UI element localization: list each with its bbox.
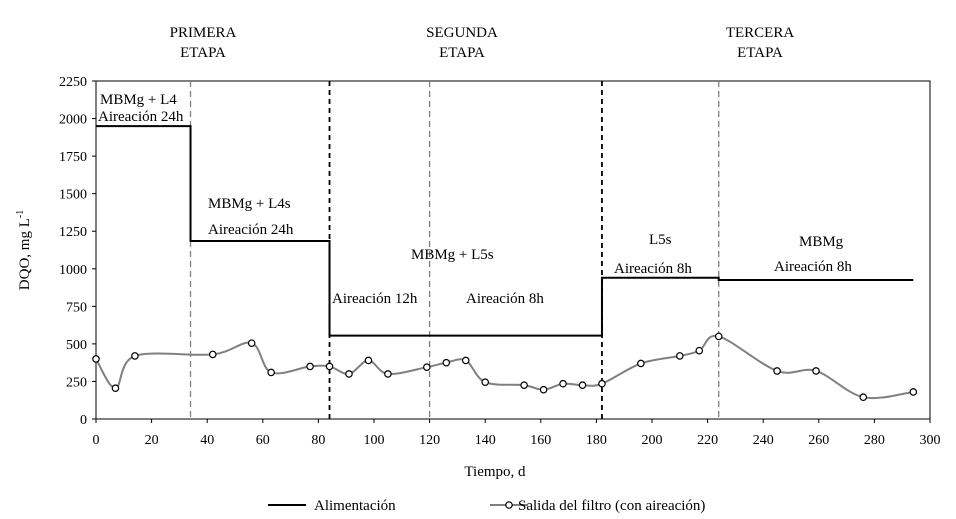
output-point-2 [111, 384, 120, 393]
legend: Alimentación Salida del filtro (con aire… [268, 498, 705, 514]
x-tick-label-220: 220 [697, 433, 718, 448]
x-tick-label-80: 80 [311, 433, 325, 448]
y-tick-label-1250: 1250 [59, 225, 87, 240]
stage-2-line1: SEGUNDA [426, 25, 498, 41]
stage-1-line1: PRIMERA [170, 25, 237, 41]
x-axis-label: Tiempo, d [464, 464, 526, 480]
annotation-aireacion-8h-2: Aireación 8h [614, 261, 692, 277]
y-tick-label-500: 500 [66, 338, 87, 353]
legend-output-label: Salida del filtro (con aireación) [518, 498, 705, 514]
feed-line [96, 125, 914, 337]
output-point-22 [675, 352, 684, 360]
x-tick-label-160: 160 [530, 433, 551, 448]
x-tick-label-140: 140 [475, 433, 496, 448]
x-tick-label-200: 200 [642, 433, 663, 448]
annotation-aireacion-24h-2: Aireación 24h [208, 222, 294, 238]
y-tick-label-1500: 1500 [59, 188, 87, 203]
y-tick-label-2000: 2000 [59, 113, 87, 128]
output-line [95, 334, 914, 400]
stage-3-line2: ETAPA [737, 45, 783, 61]
y-tick-label-1750: 1750 [59, 150, 87, 165]
output-point-23 [695, 346, 704, 355]
stage-2-line2: ETAPA [439, 45, 485, 61]
output-point-20 [598, 379, 606, 388]
y-tick-label-2250: 2250 [59, 75, 87, 90]
output-point-17 [539, 385, 548, 394]
output-point-4 [208, 350, 217, 359]
output-point-14 [461, 356, 470, 365]
output-point-10 [364, 356, 373, 365]
output-point-25 [773, 367, 781, 375]
output-point-6 [267, 368, 275, 377]
output-point-3 [131, 352, 139, 360]
stage-3-line1: TERCERA [726, 25, 795, 41]
x-axis-ticks: 0 20 40 60 80 100 120 140 160 180 200 220 240 260 280 3… [93, 419, 941, 448]
annotation-aireacion-8h-1: Aireación 8h [466, 291, 544, 307]
output-point-18 [559, 379, 567, 388]
output-point-15 [481, 378, 490, 386]
y-tick-label-250: 250 [66, 375, 87, 390]
output-point-11 [384, 370, 392, 378]
y-axis-label: DQO, mg L-1 [15, 210, 33, 290]
output-series [92, 332, 918, 402]
output-point-12 [423, 363, 431, 371]
annotation-aireacion-8h-3: Aireación 8h [774, 259, 852, 275]
plot-area [95, 80, 931, 420]
stage-1-line2: ETAPA [180, 45, 226, 61]
x-tick-label-260: 260 [808, 433, 829, 448]
output-point-16 [520, 381, 528, 390]
x-tick-label-60: 60 [256, 433, 270, 448]
x-tick-label-280: 280 [864, 433, 885, 448]
y-tick-label-750: 750 [66, 300, 87, 315]
output-point-19 [578, 381, 587, 390]
annotation-mbmg-l4s: MBMg + L4s [208, 196, 291, 212]
annotation-l5s: L5s [649, 232, 672, 248]
y-axis-label-superscript: -1 [15, 210, 26, 218]
output-point-24 [714, 332, 723, 341]
y-axis-label-main: DQO, mg L [17, 218, 33, 290]
x-tick-label-240: 240 [753, 433, 774, 448]
legend-output-marker [505, 501, 513, 509]
feed-series [96, 125, 914, 337]
legend-feed-label: Alimentación [314, 498, 396, 514]
annotation-aireacion-12h: Aireación 12h [332, 291, 418, 307]
output-point-1 [92, 355, 100, 363]
x-tick-label-180: 180 [586, 433, 607, 448]
x-tick-label-20: 20 [145, 433, 159, 448]
annotation-mbmg-l5s: MBMg + L5s [411, 247, 494, 263]
output-point-27 [859, 393, 868, 402]
y-axis-ticks: 0 250 500 750 1000 1250 1500 1750 2000 2250 [59, 75, 96, 428]
output-point-21 [637, 359, 645, 368]
x-tick-label-0: 0 [93, 433, 100, 448]
output-point-5 [247, 339, 256, 347]
annotation-mbmg-l4: MBMg + L4 [100, 92, 177, 108]
x-tick-label-120: 120 [419, 433, 440, 448]
x-tick-label-300: 300 [920, 433, 941, 448]
output-point-28 [909, 388, 918, 396]
annotation-mbmg: MBMg [799, 234, 844, 250]
output-point-13 [442, 358, 451, 367]
y-tick-label-1000: 1000 [59, 263, 87, 278]
output-point-9 [345, 370, 353, 378]
output-point-8 [325, 362, 334, 371]
output-point-26 [812, 367, 820, 375]
annotation-aireacion-24h-1: Aireación 24h [98, 109, 184, 125]
y-tick-label-0: 0 [80, 413, 87, 428]
x-tick-label-40: 40 [200, 433, 214, 448]
output-point-7 [306, 362, 314, 371]
x-tick-label-100: 100 [364, 433, 385, 448]
